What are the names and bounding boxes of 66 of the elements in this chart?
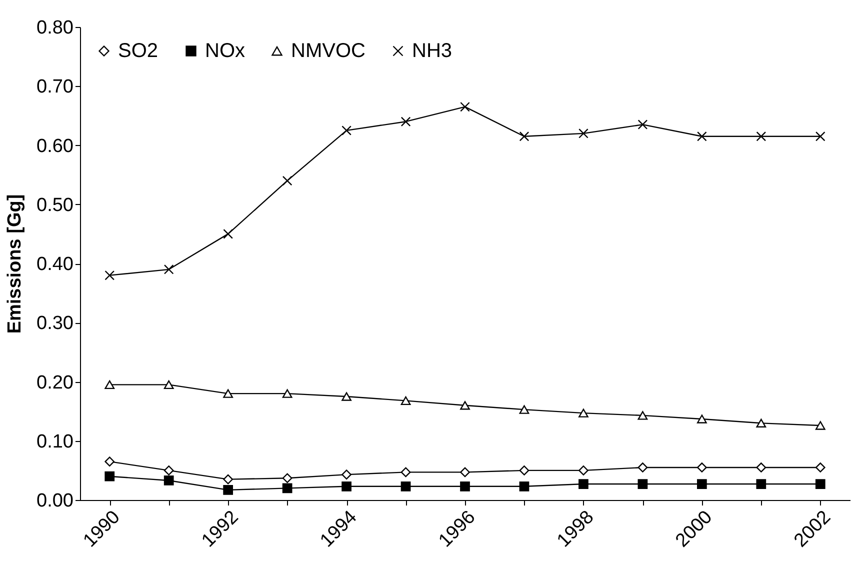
point (460, 401, 470, 410)
point (400, 396, 411, 406)
point (164, 380, 174, 390)
y-tick-label: 0.50 (36, 194, 74, 216)
point (342, 470, 352, 480)
point (223, 474, 234, 484)
y-tick-label: 0.20 (36, 372, 74, 394)
point (815, 131, 826, 142)
point (400, 116, 411, 127)
point (756, 479, 766, 489)
point (578, 479, 588, 489)
y-axis-title: Emissions [Gg] (4, 194, 26, 334)
y-tick-label: 0.00 (36, 490, 74, 512)
y-tick-label: 0.10 (36, 431, 74, 452)
point (164, 264, 174, 274)
point (696, 462, 707, 472)
y-tick-label: 0.60 (36, 136, 74, 157)
point (578, 128, 588, 138)
point (460, 467, 470, 478)
point (282, 389, 292, 398)
y-tick-label: 0.70 (36, 76, 74, 98)
point (638, 479, 648, 489)
point (815, 421, 826, 430)
point (638, 462, 648, 472)
point (342, 126, 352, 136)
y-tick-label: 0.40 (36, 254, 74, 275)
point (696, 479, 707, 489)
point (519, 131, 530, 142)
legend-label: NH3 (412, 40, 452, 62)
point (696, 414, 707, 424)
point (282, 473, 292, 484)
point (104, 380, 115, 390)
point (104, 456, 115, 466)
point (756, 462, 766, 472)
point (223, 229, 234, 239)
y-tick-label: 0.30 (36, 313, 74, 334)
point (756, 131, 766, 142)
point (638, 411, 648, 420)
point (756, 418, 766, 428)
point (578, 466, 588, 476)
legend-label: NOx (205, 40, 245, 62)
point (460, 102, 470, 112)
point (696, 131, 707, 142)
point (104, 471, 115, 482)
point (815, 479, 826, 489)
point (519, 481, 530, 492)
point (164, 466, 174, 476)
point (342, 392, 352, 401)
point (815, 462, 826, 472)
point (282, 176, 292, 186)
point (400, 467, 411, 478)
point (519, 405, 530, 414)
legend-label: NMVOC (291, 40, 366, 62)
y-tick-label: 0.80 (36, 18, 74, 38)
point (400, 481, 411, 492)
point (578, 408, 588, 418)
point (164, 476, 174, 486)
point (519, 466, 530, 476)
point (638, 120, 648, 130)
point (342, 481, 352, 492)
point (104, 270, 115, 280)
legend-label: SO2 (118, 40, 158, 62)
point (223, 389, 234, 398)
point (282, 483, 292, 494)
point (460, 481, 470, 492)
point (223, 485, 234, 495)
